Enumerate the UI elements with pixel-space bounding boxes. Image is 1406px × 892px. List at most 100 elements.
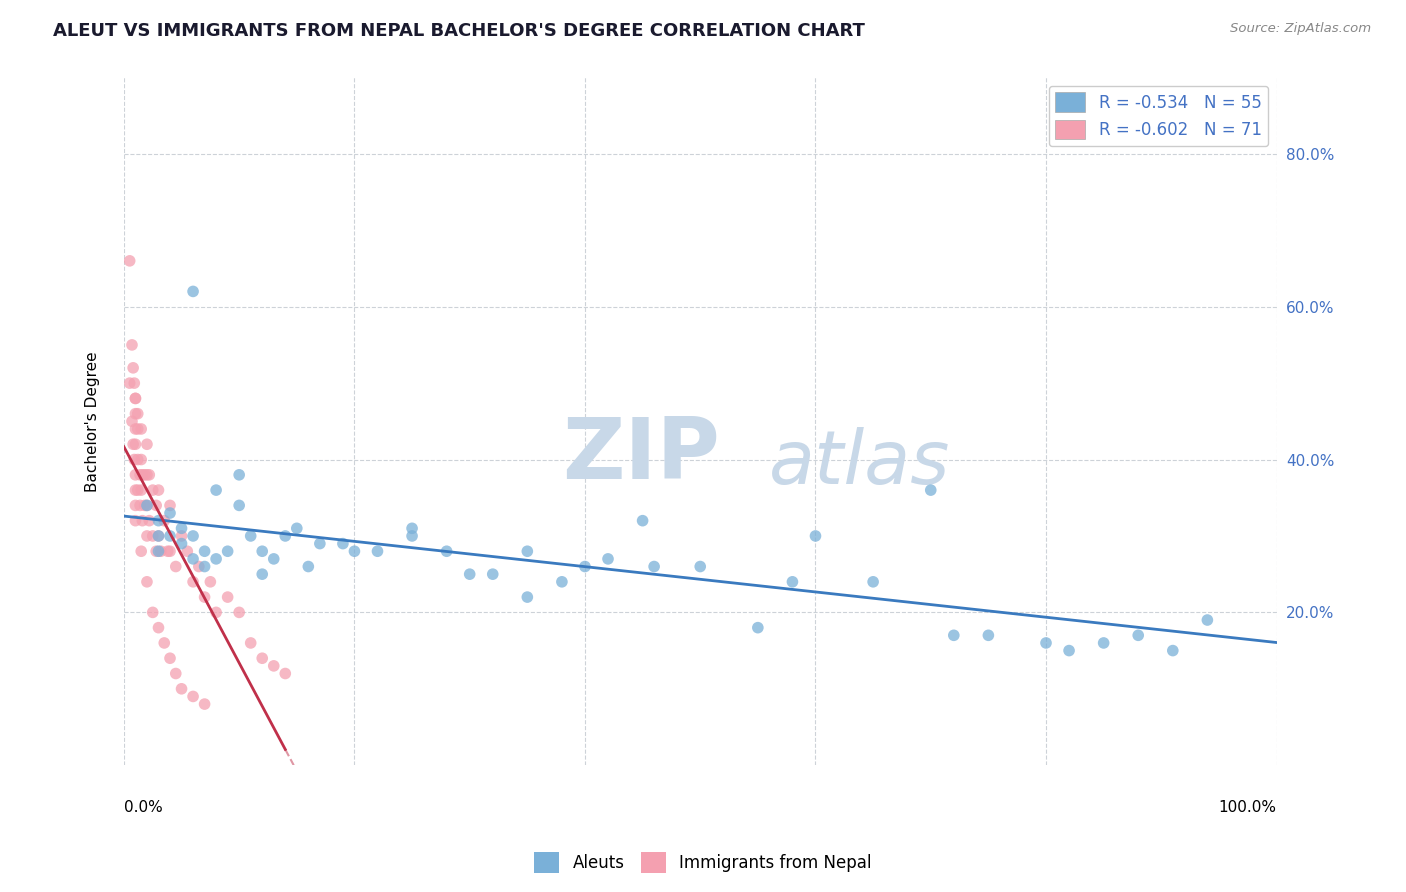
Point bbox=[136, 499, 159, 513]
Point bbox=[145, 544, 167, 558]
Point bbox=[159, 499, 181, 513]
Y-axis label: Bachelor's Degree: Bachelor's Degree bbox=[86, 351, 100, 491]
Point bbox=[142, 529, 165, 543]
Text: ZIP: ZIP bbox=[562, 414, 720, 497]
Point bbox=[481, 567, 503, 582]
Point bbox=[129, 499, 152, 513]
Point bbox=[129, 467, 152, 482]
Point bbox=[239, 636, 262, 650]
Point bbox=[401, 521, 423, 535]
Point bbox=[274, 529, 297, 543]
Point bbox=[239, 529, 262, 543]
Point bbox=[516, 590, 538, 604]
Point bbox=[138, 467, 160, 482]
Point bbox=[153, 514, 176, 528]
Point bbox=[181, 690, 204, 704]
Point bbox=[148, 529, 170, 543]
Point bbox=[134, 499, 156, 513]
Point bbox=[1092, 636, 1115, 650]
Point bbox=[124, 483, 146, 497]
Point bbox=[516, 544, 538, 558]
Point bbox=[181, 552, 204, 566]
Point bbox=[194, 590, 217, 604]
Point bbox=[205, 606, 228, 620]
Point bbox=[194, 544, 217, 558]
Legend: R = -0.534   N = 55, R = -0.602   N = 71: R = -0.534 N = 55, R = -0.602 N = 71 bbox=[1049, 86, 1268, 146]
Point bbox=[205, 552, 228, 566]
Point bbox=[149, 544, 172, 558]
Point bbox=[920, 483, 942, 497]
Point bbox=[129, 452, 152, 467]
Point bbox=[170, 681, 193, 696]
Point bbox=[124, 499, 146, 513]
Point bbox=[118, 253, 141, 268]
Point bbox=[159, 544, 181, 558]
Point bbox=[129, 544, 152, 558]
Point bbox=[121, 338, 143, 352]
Point bbox=[263, 658, 285, 673]
Point bbox=[458, 567, 481, 582]
Point bbox=[129, 422, 152, 436]
Point bbox=[127, 452, 149, 467]
Point bbox=[804, 529, 827, 543]
Point bbox=[136, 499, 159, 513]
Point bbox=[122, 360, 145, 375]
Point bbox=[217, 544, 239, 558]
Text: ALEUT VS IMMIGRANTS FROM NEPAL BACHELOR'S DEGREE CORRELATION CHART: ALEUT VS IMMIGRANTS FROM NEPAL BACHELOR'… bbox=[53, 22, 865, 40]
Point bbox=[148, 544, 170, 558]
Text: 100.0%: 100.0% bbox=[1219, 799, 1277, 814]
Point bbox=[274, 666, 297, 681]
Point bbox=[142, 483, 165, 497]
Point bbox=[1128, 628, 1150, 642]
Point bbox=[124, 467, 146, 482]
Point bbox=[153, 636, 176, 650]
Point bbox=[252, 651, 274, 665]
Point bbox=[131, 467, 153, 482]
Point bbox=[217, 590, 239, 604]
Point bbox=[366, 544, 388, 558]
Point bbox=[643, 559, 665, 574]
Point bbox=[181, 285, 204, 299]
Point bbox=[148, 621, 170, 635]
Point bbox=[862, 574, 884, 589]
Point bbox=[194, 697, 217, 711]
Point bbox=[127, 407, 149, 421]
Point bbox=[181, 529, 204, 543]
Point bbox=[159, 529, 181, 543]
Point bbox=[124, 392, 146, 406]
Point bbox=[131, 514, 153, 528]
Point bbox=[118, 376, 141, 391]
Point bbox=[145, 499, 167, 513]
Point bbox=[165, 666, 187, 681]
Point bbox=[252, 544, 274, 558]
Point bbox=[124, 452, 146, 467]
Point bbox=[689, 559, 711, 574]
Point bbox=[401, 529, 423, 543]
Point bbox=[170, 521, 193, 535]
Point bbox=[148, 529, 170, 543]
Point bbox=[200, 574, 222, 589]
Point bbox=[1197, 613, 1219, 627]
Point bbox=[136, 574, 159, 589]
Point bbox=[170, 529, 193, 543]
Point bbox=[134, 467, 156, 482]
Point bbox=[228, 606, 250, 620]
Point bbox=[297, 559, 319, 574]
Point bbox=[159, 506, 181, 520]
Point bbox=[127, 422, 149, 436]
Point bbox=[747, 621, 769, 635]
Point bbox=[343, 544, 366, 558]
Point bbox=[124, 437, 146, 451]
Point bbox=[574, 559, 596, 574]
Point bbox=[136, 529, 159, 543]
Point bbox=[124, 376, 146, 391]
Point bbox=[156, 544, 179, 558]
Point bbox=[1161, 643, 1184, 657]
Point bbox=[138, 514, 160, 528]
Point bbox=[129, 483, 152, 497]
Point bbox=[596, 552, 619, 566]
Point bbox=[148, 514, 170, 528]
Point bbox=[124, 407, 146, 421]
Legend: Aleuts, Immigrants from Nepal: Aleuts, Immigrants from Nepal bbox=[527, 846, 879, 880]
Text: atlas: atlas bbox=[769, 426, 950, 499]
